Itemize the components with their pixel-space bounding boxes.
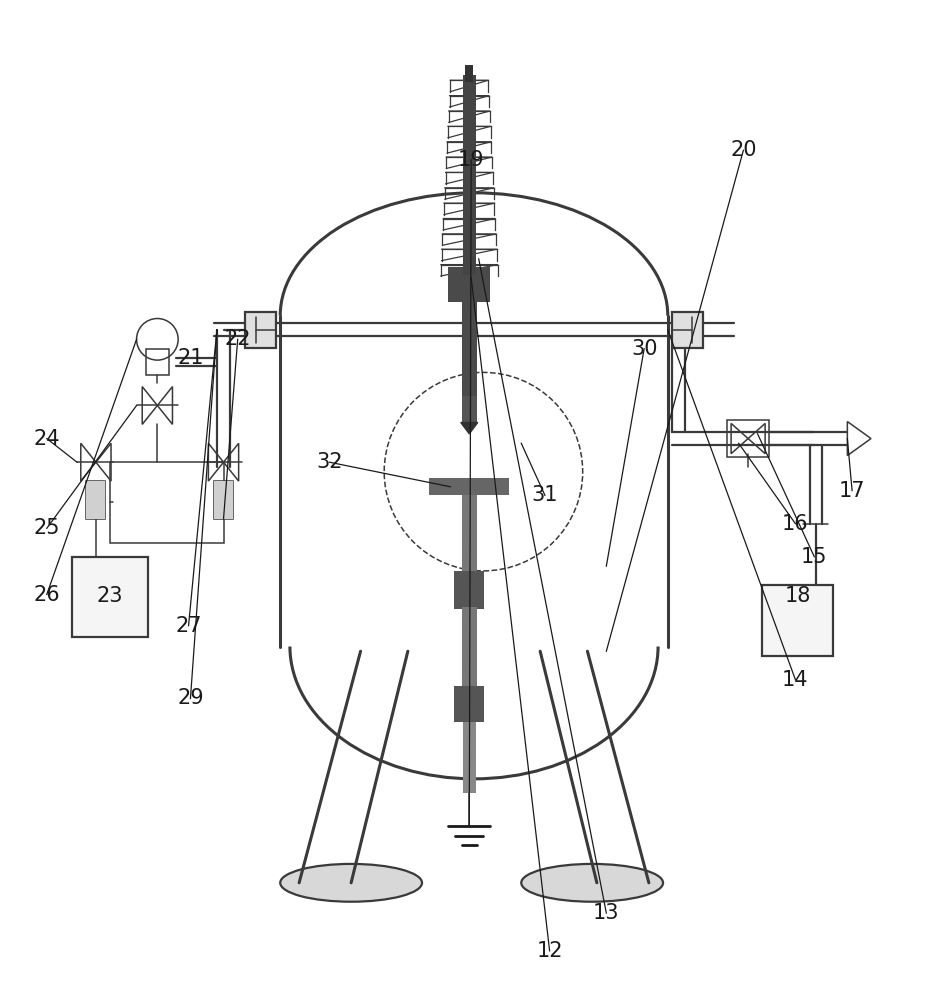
Text: 26: 26 <box>33 585 60 605</box>
Text: 25: 25 <box>33 518 60 538</box>
Bar <box>454 686 484 722</box>
Bar <box>672 312 702 348</box>
Bar <box>762 585 833 656</box>
Text: 15: 15 <box>801 547 828 567</box>
Bar <box>110 462 224 543</box>
Bar <box>72 557 148 637</box>
Bar <box>448 275 490 289</box>
Text: 32: 32 <box>316 452 342 472</box>
Text: 18: 18 <box>785 586 811 606</box>
Bar <box>448 267 490 302</box>
Bar <box>463 722 476 793</box>
Bar <box>429 478 509 495</box>
Text: 24: 24 <box>33 429 60 449</box>
Ellipse shape <box>281 864 422 902</box>
Bar <box>462 396 477 424</box>
Text: 12: 12 <box>537 941 563 961</box>
Text: 20: 20 <box>730 140 757 160</box>
Bar <box>214 481 233 519</box>
Polygon shape <box>461 422 478 434</box>
Text: 17: 17 <box>839 481 866 501</box>
Bar <box>462 607 477 689</box>
Text: 31: 31 <box>532 485 558 505</box>
Bar <box>455 287 483 302</box>
Bar <box>462 493 477 571</box>
Bar <box>246 312 276 348</box>
Bar <box>462 278 477 335</box>
Bar <box>727 420 769 457</box>
Text: 22: 22 <box>225 329 251 349</box>
Text: 19: 19 <box>458 150 484 170</box>
Text: 14: 14 <box>782 670 809 690</box>
Text: 27: 27 <box>175 616 202 636</box>
Text: 30: 30 <box>630 339 657 359</box>
Bar <box>86 481 105 519</box>
Text: 23: 23 <box>97 586 123 606</box>
Text: 13: 13 <box>593 903 620 923</box>
Bar <box>86 481 105 519</box>
Bar <box>465 65 473 82</box>
Bar <box>146 349 169 375</box>
Bar <box>454 571 484 609</box>
Text: 16: 16 <box>782 514 809 534</box>
Bar <box>463 75 476 278</box>
Bar <box>462 335 477 396</box>
Bar <box>214 481 233 519</box>
Text: 29: 29 <box>177 688 204 708</box>
Text: 21: 21 <box>177 348 204 368</box>
Ellipse shape <box>521 864 663 902</box>
